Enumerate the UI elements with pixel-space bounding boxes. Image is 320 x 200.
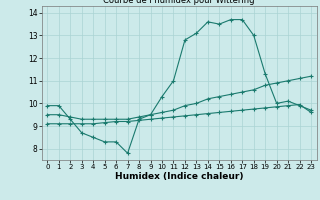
X-axis label: Humidex (Indice chaleur): Humidex (Indice chaleur)	[115, 172, 244, 181]
Title: Courbe de l’humidex pour Wittering: Courbe de l’humidex pour Wittering	[103, 0, 255, 5]
